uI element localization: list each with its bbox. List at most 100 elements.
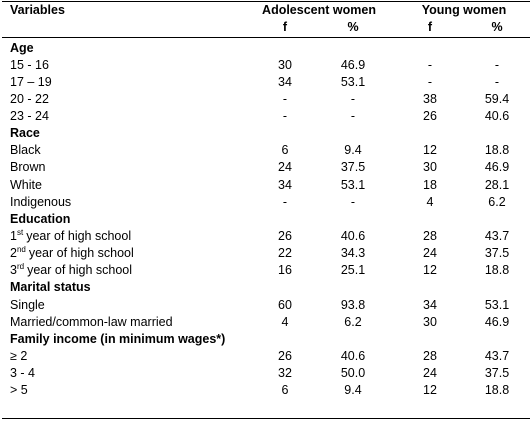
cell: - <box>427 74 433 89</box>
cell: 46.9 <box>484 314 510 329</box>
cell: 28 <box>423 229 437 244</box>
cell: - <box>282 91 288 106</box>
cell: 53.1 <box>340 74 366 89</box>
label-text: year of high school <box>28 246 134 261</box>
header-sub: % <box>491 20 503 34</box>
row-label: 20 - 22 <box>10 91 49 106</box>
cell: 9.4 <box>344 143 362 158</box>
cell: 4 <box>281 314 289 329</box>
section-title: Marital status <box>10 280 91 295</box>
cell: - <box>350 194 356 209</box>
cell: 18.8 <box>484 143 510 158</box>
cell: 26 <box>423 109 437 124</box>
ordinal: 1 <box>10 229 17 244</box>
cell: 22 <box>278 246 292 261</box>
cell: 18.8 <box>484 263 510 278</box>
cell: - <box>282 194 288 209</box>
row-label: 3 - 4 <box>10 366 36 381</box>
cell: 34.3 <box>340 246 366 261</box>
cell: - <box>494 57 500 72</box>
cell: 9.4 <box>344 383 362 398</box>
row-label: Brown <box>10 160 46 175</box>
header-rule <box>2 37 530 38</box>
cell: 30 <box>278 57 292 72</box>
cell: 37.5 <box>484 246 510 261</box>
section-title: Race <box>10 126 40 141</box>
cell: 37.5 <box>484 366 510 381</box>
row-label: 15 - 16 <box>10 57 49 72</box>
cell: 50.0 <box>340 366 366 381</box>
cell: 24 <box>278 160 292 175</box>
cell: 6.2 <box>488 194 506 209</box>
cell: 18.8 <box>484 383 510 398</box>
row-label: > 5 <box>10 383 28 398</box>
ordinal-suffix: nd <box>16 245 26 255</box>
cell: 4 <box>426 194 434 209</box>
cell: 60 <box>278 297 292 312</box>
section-title: Age <box>10 40 34 55</box>
header-sub: f <box>282 20 288 34</box>
cell: 53.1 <box>484 297 510 312</box>
cell: 32 <box>278 366 292 381</box>
cell: 46.9 <box>340 57 366 72</box>
cell: 16 <box>278 263 292 278</box>
cell: 24 <box>423 246 437 261</box>
cell: 6 <box>281 143 289 158</box>
cell: 43.7 <box>484 349 510 364</box>
cell: 28.1 <box>484 177 510 192</box>
bottom-rule <box>2 418 530 419</box>
cell: - <box>350 109 356 124</box>
row-label: ≥ 2 <box>10 349 28 364</box>
row-label: Married/common-law married <box>10 314 173 329</box>
header-group: Adolescent women <box>262 3 376 17</box>
top-rule <box>2 1 530 2</box>
ordinal: 3 <box>10 263 17 278</box>
cell: 6.2 <box>344 314 362 329</box>
cell: - <box>494 74 500 89</box>
row-label: Indigenous <box>10 194 72 209</box>
cell: 40.6 <box>484 109 510 124</box>
cell: 34 <box>423 297 437 312</box>
ordinal-suffix: st <box>16 227 24 237</box>
row-label: 3rd year of high school <box>10 262 132 279</box>
header-group: Young women <box>421 3 507 17</box>
label-text: year of high school <box>26 229 132 244</box>
cell: 26 <box>278 349 292 364</box>
cell: 12 <box>423 383 437 398</box>
cell: 24 <box>423 366 437 381</box>
cell: 93.8 <box>340 297 366 312</box>
cell: 40.6 <box>340 229 366 244</box>
cell: 53.1 <box>340 177 366 192</box>
cell: 40.6 <box>340 349 366 364</box>
cell: 30 <box>423 314 437 329</box>
cell: 37.5 <box>340 160 366 175</box>
section-title: Education <box>10 211 71 226</box>
cell: 59.4 <box>484 91 510 106</box>
cell: 38 <box>423 91 437 106</box>
cell: 12 <box>423 263 437 278</box>
ordinal: 2 <box>10 246 17 261</box>
cell: - <box>427 57 433 72</box>
ordinal-suffix: rd <box>16 262 25 272</box>
row-label: White <box>10 177 42 192</box>
section-title: Family income (in minimum wages*) <box>10 331 226 346</box>
cell: 12 <box>423 143 437 158</box>
header-sub: f <box>427 20 433 34</box>
row-label: 1st year of high school <box>10 228 131 245</box>
label-text: year of high school <box>27 263 133 278</box>
cell: 46.9 <box>484 160 510 175</box>
row-label: Single <box>10 297 45 312</box>
cell: 30 <box>423 160 437 175</box>
row-label: 17 – 19 <box>10 74 52 89</box>
row-label: 23 - 24 <box>10 109 49 124</box>
header-variables: Variables <box>10 3 65 17</box>
cell: 43.7 <box>484 229 510 244</box>
cell: 18 <box>423 177 437 192</box>
cell: 28 <box>423 349 437 364</box>
cell: 34 <box>278 74 292 89</box>
cell: 25.1 <box>340 263 366 278</box>
row-label: 2nd year of high school <box>10 245 134 262</box>
row-label: Black <box>10 143 41 158</box>
header-sub: % <box>347 20 359 34</box>
